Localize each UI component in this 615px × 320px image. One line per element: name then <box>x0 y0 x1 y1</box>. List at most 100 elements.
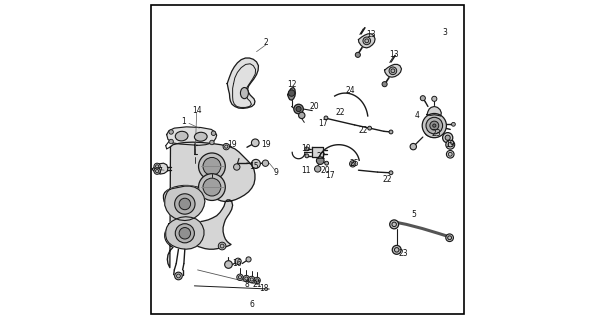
Polygon shape <box>164 142 255 268</box>
Polygon shape <box>227 58 258 108</box>
Text: 15: 15 <box>249 162 259 171</box>
Text: 22: 22 <box>336 108 345 117</box>
Text: 25: 25 <box>350 159 359 168</box>
Polygon shape <box>288 87 295 100</box>
Circle shape <box>218 242 226 250</box>
Circle shape <box>432 96 437 101</box>
Circle shape <box>175 194 195 214</box>
Ellipse shape <box>240 87 248 99</box>
Text: 17: 17 <box>325 171 335 180</box>
Circle shape <box>446 140 454 149</box>
Text: 19: 19 <box>227 140 237 149</box>
Circle shape <box>298 112 305 119</box>
Polygon shape <box>359 34 375 48</box>
Circle shape <box>169 130 173 134</box>
Circle shape <box>154 168 161 174</box>
Circle shape <box>179 198 191 210</box>
Text: 12: 12 <box>287 80 296 89</box>
Circle shape <box>296 107 301 112</box>
Circle shape <box>389 171 393 175</box>
Circle shape <box>288 90 295 96</box>
Text: 22: 22 <box>317 152 326 161</box>
Text: 23: 23 <box>399 250 408 259</box>
Text: 16: 16 <box>232 259 242 268</box>
Circle shape <box>248 276 255 283</box>
Text: 1: 1 <box>181 117 186 126</box>
Circle shape <box>305 154 309 158</box>
Polygon shape <box>384 64 402 77</box>
Text: 4: 4 <box>415 111 420 120</box>
Circle shape <box>224 261 232 268</box>
Circle shape <box>179 228 191 239</box>
Text: 17: 17 <box>318 119 328 128</box>
Circle shape <box>446 150 454 158</box>
Ellipse shape <box>175 131 188 141</box>
Circle shape <box>169 139 173 144</box>
Circle shape <box>445 135 450 140</box>
Circle shape <box>325 161 328 165</box>
Circle shape <box>433 124 436 127</box>
Text: 22: 22 <box>359 126 368 135</box>
Circle shape <box>246 257 251 262</box>
Circle shape <box>430 121 438 130</box>
Polygon shape <box>167 127 216 145</box>
Circle shape <box>243 275 250 282</box>
Circle shape <box>199 153 225 180</box>
Circle shape <box>446 234 453 242</box>
Circle shape <box>389 130 393 134</box>
Text: 5: 5 <box>412 210 417 219</box>
Polygon shape <box>427 107 442 116</box>
Text: 11: 11 <box>301 166 311 175</box>
Text: 2: 2 <box>263 38 268 47</box>
Circle shape <box>305 147 309 151</box>
Text: 10: 10 <box>301 144 311 153</box>
Circle shape <box>203 157 221 175</box>
Circle shape <box>175 224 194 243</box>
Text: 20: 20 <box>310 102 319 111</box>
Text: 8: 8 <box>245 280 249 289</box>
Text: 19: 19 <box>261 140 271 149</box>
Polygon shape <box>165 186 205 220</box>
Polygon shape <box>424 115 445 137</box>
Polygon shape <box>165 217 204 249</box>
Circle shape <box>234 164 240 170</box>
Circle shape <box>443 132 453 143</box>
Text: 7: 7 <box>158 167 162 176</box>
Circle shape <box>314 166 321 172</box>
Circle shape <box>410 143 416 150</box>
Circle shape <box>349 161 356 167</box>
Circle shape <box>390 220 399 229</box>
Ellipse shape <box>194 132 207 141</box>
Text: 14: 14 <box>192 106 202 115</box>
Circle shape <box>154 163 161 170</box>
Circle shape <box>210 140 214 145</box>
Circle shape <box>426 117 443 134</box>
Circle shape <box>392 245 401 254</box>
Circle shape <box>199 174 225 200</box>
Circle shape <box>294 104 303 114</box>
Circle shape <box>252 159 260 168</box>
Text: 20: 20 <box>320 166 330 175</box>
Circle shape <box>203 178 221 196</box>
Circle shape <box>368 126 371 130</box>
Text: 13: 13 <box>389 50 399 59</box>
Text: 19: 19 <box>445 140 455 149</box>
Text: 13: 13 <box>366 30 375 39</box>
Text: 23: 23 <box>431 129 441 138</box>
Circle shape <box>262 160 269 166</box>
Circle shape <box>423 114 446 138</box>
Text: 9: 9 <box>273 168 278 177</box>
Circle shape <box>223 143 229 150</box>
Circle shape <box>451 123 455 126</box>
Circle shape <box>254 277 260 284</box>
Text: 6: 6 <box>249 300 254 309</box>
Circle shape <box>235 258 241 265</box>
Circle shape <box>363 37 371 45</box>
Polygon shape <box>153 163 168 174</box>
Circle shape <box>252 139 259 147</box>
Polygon shape <box>312 147 323 157</box>
Circle shape <box>382 82 387 87</box>
Circle shape <box>324 116 328 120</box>
Circle shape <box>355 52 360 57</box>
Circle shape <box>389 67 397 75</box>
